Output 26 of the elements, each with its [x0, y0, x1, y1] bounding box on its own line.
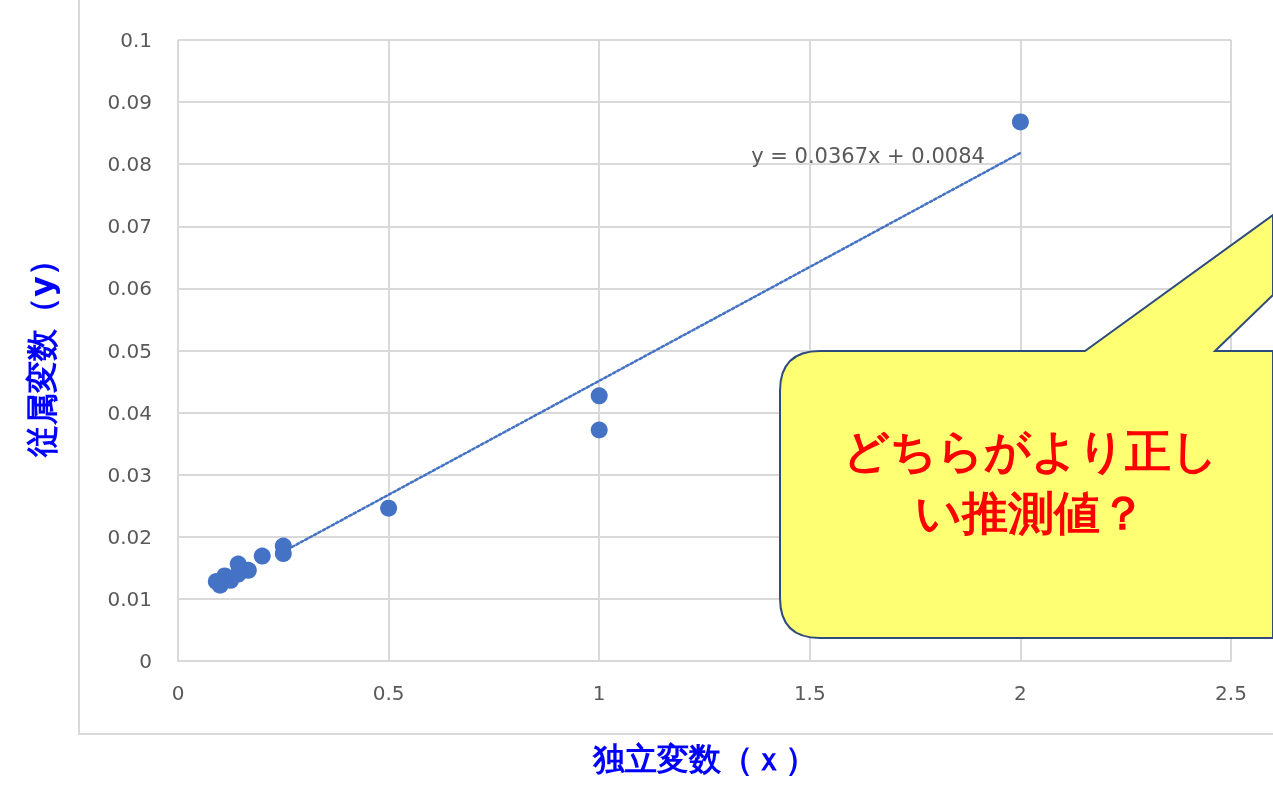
- point: [1011, 113, 1029, 131]
- y-tick-label: 0.07: [107, 214, 152, 239]
- x-tick-label: 2.5: [1215, 681, 1247, 705]
- x-tick-label: 1.5: [793, 681, 826, 705]
- x-axis-title: 独立変数（ｘ）: [591, 740, 817, 778]
- y-tick-label: 0.02: [107, 524, 152, 549]
- y-tick-label: 0: [139, 649, 152, 673]
- y-tick-label: 0.09: [107, 90, 152, 115]
- y-tick-label: 0.05: [107, 338, 152, 363]
- x-tick-label: 0.5: [372, 681, 405, 705]
- y-tick-label: 0.1: [120, 28, 152, 52]
- y-tick-label: 0.01: [107, 586, 152, 611]
- y-tick-label: 0.03: [107, 462, 152, 487]
- x-tick-label: 0: [171, 681, 185, 705]
- annotation: y = 0.0367x + 0.0084: [751, 143, 985, 168]
- y-axis-title: 従属変数（y）: [23, 244, 61, 458]
- y-tick-label: 0.04: [107, 400, 152, 425]
- point: [253, 547, 271, 565]
- point: [590, 421, 608, 439]
- point: [590, 387, 608, 405]
- x-tick-label: 2: [1014, 681, 1027, 705]
- point: [380, 499, 398, 517]
- x-tick-label: 1: [592, 681, 606, 705]
- y-tick-label: 0.06: [107, 276, 152, 301]
- y-tick-label: 0.08: [107, 152, 152, 177]
- annotation: どちらがより正しい推測値？: [841, 423, 1219, 542]
